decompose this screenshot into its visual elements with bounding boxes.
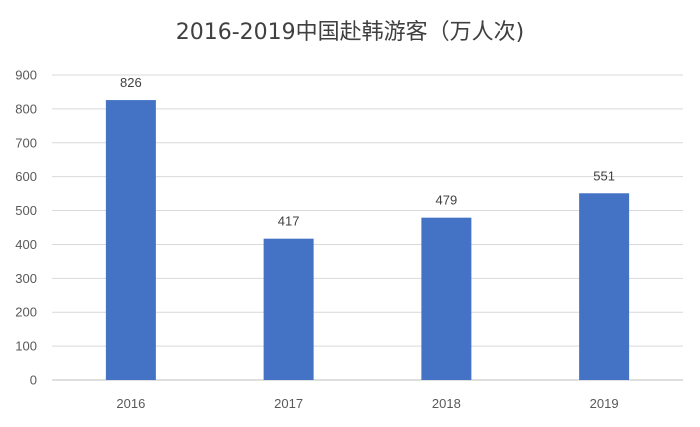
data-label-2019: 551 (593, 168, 615, 183)
y-tick-label: 700 (15, 135, 37, 150)
gridlines (52, 74, 683, 381)
y-tick-label: 600 (15, 169, 37, 184)
x-tick-label-2017: 2017 (274, 396, 303, 411)
y-tick-label: 900 (15, 68, 37, 83)
y-tick-label: 300 (15, 271, 37, 286)
y-tick-label: 0 (30, 373, 37, 388)
bar-2019 (579, 193, 630, 380)
bars (105, 100, 630, 381)
y-tick-label: 100 (15, 339, 37, 354)
data-label-2016: 826 (120, 75, 142, 90)
chart-title: 2016-2019中国赴韩游客（万人次) (175, 20, 525, 45)
y-tick-label: 500 (15, 203, 37, 218)
bar-2017 (263, 238, 314, 380)
y-tick-label: 200 (15, 305, 37, 320)
bar-2016 (105, 100, 156, 381)
data-label-2018: 479 (436, 193, 458, 208)
x-tick-label-2018: 2018 (432, 396, 461, 411)
y-tick-label: 400 (15, 237, 37, 252)
data-label-2017: 417 (278, 214, 300, 229)
bar-2018 (421, 217, 472, 380)
labels: 0 100 200 300 400 500 600 700 800 900 826 2016 417 20… (15, 68, 618, 412)
x-tick-label-2019: 2019 (590, 396, 619, 411)
y-tick-label: 800 (15, 101, 37, 116)
x-tick-label-2016: 2016 (116, 396, 145, 411)
